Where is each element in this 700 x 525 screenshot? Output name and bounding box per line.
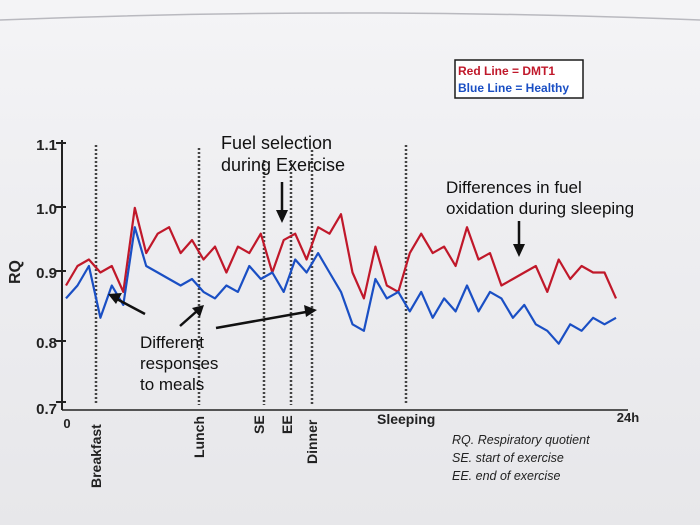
page-edge: [0, 12, 700, 21]
event-markers: [94, 145, 408, 405]
annotation-meal-arrowhead-lunch: [192, 305, 204, 317]
event-labels: Breakfast Lunch SE EE Dinner Sleeping: [88, 411, 435, 488]
y-tick-label: 0.8: [36, 335, 57, 352]
annotation-resp-line3: to meals: [140, 375, 204, 394]
y-axis-label: RQ: [7, 260, 24, 284]
annotation-meal-arrow-dinner: [215, 310, 307, 330]
legend: Red Line = DMT1 Blue Line = Healthy: [454, 59, 584, 99]
annotation-meals: Different responses to meals: [108, 293, 317, 394]
event-label-ee: EE: [279, 415, 295, 434]
annotation-sleep-line1: Differences in fuel: [446, 178, 582, 197]
series-layer: [65, 206, 618, 345]
y-tick-label: 1.0: [36, 201, 57, 218]
legend-red-label: Red Line = DMT1: [458, 64, 555, 78]
annotation-fuel-line1: Fuel selection: [221, 133, 332, 153]
x-start-label: 0: [63, 416, 70, 431]
event-label-lunch: Lunch: [191, 416, 207, 458]
footnotes: RQ. Respiratory quotient SE. start of ex…: [452, 433, 590, 483]
legend-box: [454, 59, 584, 99]
footnote-rq: RQ. Respiratory quotient: [452, 433, 590, 447]
event-label-breakfast: Breakfast: [88, 424, 104, 488]
series-line-dmt1: [65, 206, 618, 300]
annotation-meal-arrowhead-dinner: [304, 305, 317, 317]
annotation-sleep-arrowhead: [513, 244, 525, 257]
y-tick-label: 0.9: [36, 265, 57, 282]
y-tick-label: 0.7: [36, 401, 57, 418]
annotation-sleeping: Differences in fuel oxidation during sle…: [446, 178, 634, 257]
annotation-fuel-arrowhead: [276, 210, 288, 223]
annotation-fuel-line2: during Exercise: [221, 155, 345, 175]
y-tick-label: 1.1: [36, 137, 57, 154]
annotation-meal-arrowhead-breakfast: [108, 293, 122, 304]
annotation-meal-arrow-breakfast: [114, 296, 146, 316]
annotation-resp-line2: responses: [140, 354, 218, 373]
legend-blue-label: Blue Line = Healthy: [458, 81, 569, 95]
event-label-se: SE: [251, 415, 267, 434]
annotation-resp-line1: Different: [140, 333, 204, 352]
footnote-ee: EE. end of exercise: [452, 469, 560, 483]
event-label-sleeping: Sleeping: [377, 411, 435, 427]
x-end-label: 24h: [617, 410, 639, 425]
chart-axes: RQ 0.7 0.8 0.9 1.0 1.1 0 24h: [7, 137, 639, 431]
footnote-se: SE. start of exercise: [452, 451, 564, 465]
annotation-sleep-line2: oxidation during sleeping: [446, 199, 634, 218]
event-label-dinner: Dinner: [304, 419, 320, 464]
annotation-fuel-selection: Fuel selection during Exercise: [221, 133, 345, 223]
series-line-healthy: [65, 226, 617, 345]
annotation-meal-arrow-lunch: [179, 310, 198, 327]
